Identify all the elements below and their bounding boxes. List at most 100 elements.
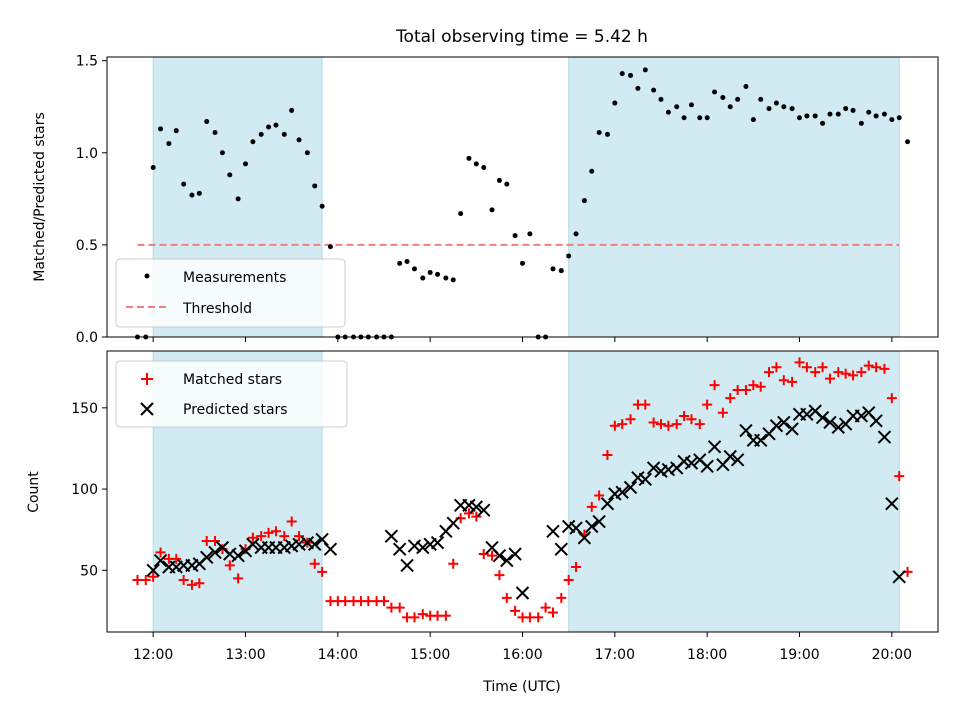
x-tick-label: 15:00 — [410, 647, 450, 663]
predicted-point — [384, 529, 399, 543]
matched-point — [656, 419, 666, 430]
predicted-point — [700, 459, 714, 474]
matched-point — [263, 527, 274, 538]
matched-point — [848, 370, 859, 381]
matched-point — [771, 362, 782, 373]
observing-window-1 — [568, 56, 900, 338]
x-tick-label: 14:00 — [318, 647, 358, 663]
measurement-point — [674, 104, 680, 110]
matched-point — [224, 560, 235, 571]
measurement-point — [896, 115, 902, 121]
x-tick-label: 13:00 — [225, 647, 265, 663]
matched-point — [594, 490, 605, 501]
matched-point — [540, 602, 551, 613]
measurement-point — [812, 113, 818, 119]
bottom-legend: Matched stars Predicted stars — [115, 360, 348, 428]
x-axis-label: Time (UTC) — [482, 679, 560, 695]
matched-point — [148, 571, 159, 582]
matched-point — [863, 360, 874, 371]
predicted-point — [585, 519, 599, 534]
matched-point — [247, 532, 258, 543]
matched-point — [556, 592, 567, 603]
matched-point — [617, 419, 628, 430]
predicted-point — [569, 521, 583, 535]
matched-point — [494, 570, 505, 581]
measurement-point — [227, 172, 233, 178]
measurement-point — [443, 275, 449, 281]
predicted-point — [723, 449, 737, 464]
measurement-point — [304, 150, 310, 156]
matched-point — [448, 558, 459, 569]
measurement-point — [658, 96, 664, 102]
y-tick-label: 150 — [71, 401, 98, 417]
predicted-point — [416, 540, 430, 555]
measurement-point — [212, 130, 218, 136]
measurement-point — [873, 113, 879, 119]
measurement-point — [420, 275, 426, 281]
matched-point — [778, 375, 789, 386]
predicted-point — [754, 433, 768, 448]
matched-point — [609, 420, 620, 431]
measurement-point — [166, 141, 172, 147]
measurement-point — [820, 120, 826, 126]
measurement-point — [789, 106, 795, 112]
matched-point — [640, 399, 651, 410]
matched-point — [694, 419, 705, 430]
predicted-point — [430, 535, 445, 550]
x-tick-label: 18:00 — [687, 647, 727, 663]
top-legend: Measurements Threshold — [115, 258, 346, 328]
predicted-point — [785, 422, 799, 436]
predicted-point — [869, 414, 883, 428]
measurement-point — [797, 115, 802, 121]
x-tick-label: 20:00 — [872, 647, 912, 663]
predicted-point — [684, 456, 699, 470]
predicted-point — [200, 550, 214, 564]
legend-threshold-label: Threshold — [182, 301, 252, 317]
matched-point — [886, 393, 897, 404]
measurement-point — [889, 117, 895, 123]
matched-point — [233, 573, 244, 584]
predicted-point — [831, 420, 845, 435]
predicted-point — [600, 496, 615, 511]
measurement-point — [243, 161, 248, 167]
predicted-point — [446, 516, 460, 530]
measurement-point — [150, 165, 156, 171]
matched-point — [679, 410, 690, 421]
matched-point — [871, 362, 882, 373]
measurement-point — [458, 211, 464, 217]
predicted-point — [646, 461, 661, 475]
measurement-point — [204, 118, 210, 124]
matched-point — [879, 363, 890, 374]
matched-point — [379, 596, 389, 607]
measurement-point — [296, 137, 302, 143]
y-tick-label: 1.0 — [76, 146, 98, 162]
matched-point — [417, 609, 428, 620]
matched-point — [571, 562, 582, 573]
measurement-point — [619, 71, 625, 77]
measurement-point — [196, 190, 202, 196]
measurement-point — [235, 196, 241, 202]
matched-point — [686, 414, 697, 425]
measurement-point — [858, 120, 864, 126]
top-y-axis-label: Matched/Predicted stars — [32, 112, 48, 282]
matched-point — [210, 536, 221, 547]
predicted-point — [877, 430, 892, 444]
matched-point — [625, 414, 636, 425]
matched-point — [270, 526, 281, 537]
measurement-point — [312, 183, 318, 189]
predicted-point — [623, 480, 638, 495]
measurement-point — [450, 277, 456, 283]
measurement-point — [835, 111, 841, 117]
predicted-point — [707, 440, 722, 454]
predicted-point — [146, 563, 160, 577]
predicted-point — [400, 558, 414, 573]
measurement-point — [219, 150, 225, 156]
matched-point — [833, 367, 844, 378]
measurement-point — [766, 106, 772, 112]
measurement-point — [596, 130, 602, 136]
measurement-point — [527, 231, 533, 237]
predicted-point — [546, 524, 560, 539]
measurement-point — [905, 139, 911, 145]
matched-point — [510, 605, 521, 616]
